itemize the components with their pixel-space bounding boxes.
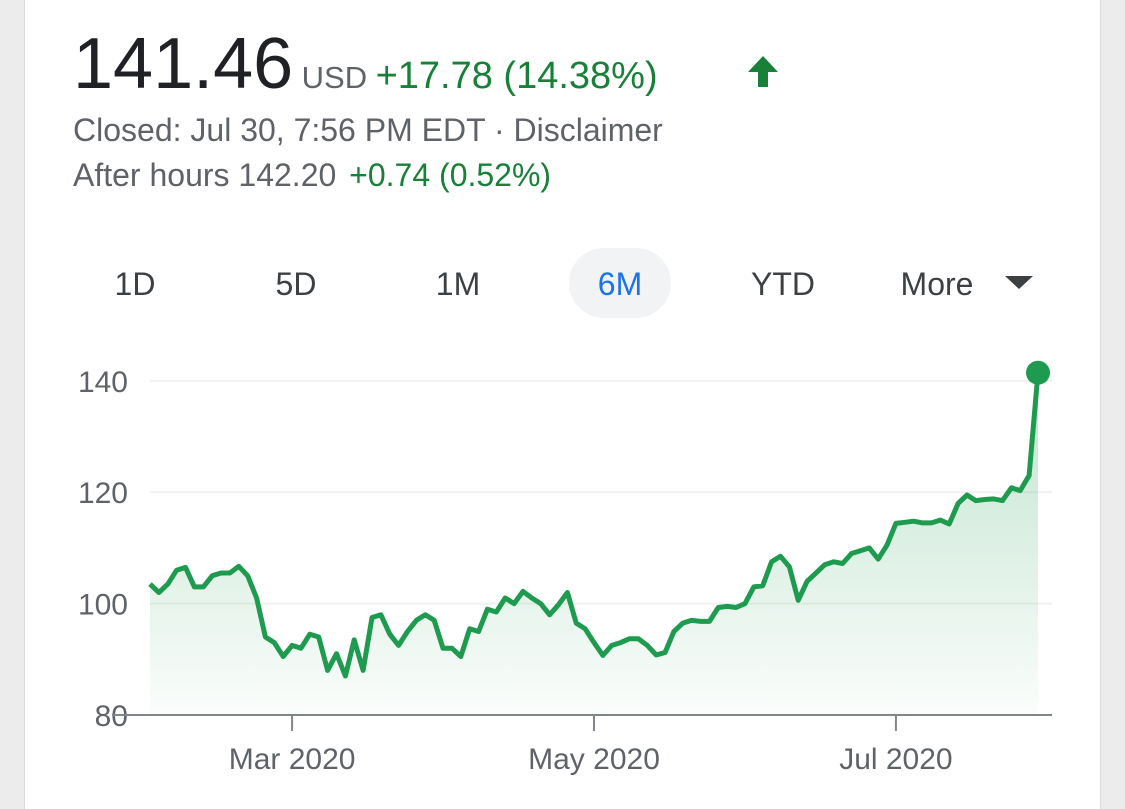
x-tick-label: Jul 2020 bbox=[839, 743, 952, 776]
range-tab[interactable]: More bbox=[901, 266, 974, 302]
after-hours-change: +0.74 (0.52%) bbox=[349, 157, 551, 193]
status-line: Closed: Jul 30, 7:56 PM EDT · Disclaimer bbox=[73, 112, 663, 148]
range-tab[interactable]: 5D bbox=[276, 266, 317, 302]
more-dropdown-arrow bbox=[1005, 276, 1033, 289]
range-tab[interactable]: 6M bbox=[598, 266, 642, 302]
y-tick-label: 100 bbox=[78, 589, 128, 622]
y-tick-label: 80 bbox=[95, 700, 128, 733]
x-tick-label: Mar 2020 bbox=[229, 743, 356, 776]
range-tab[interactable]: YTD bbox=[751, 266, 815, 302]
closed-time: Closed: Jul 30, 7:56 PM EDT bbox=[73, 112, 485, 148]
separator: · bbox=[494, 112, 505, 148]
range-tab[interactable]: 1D bbox=[115, 266, 156, 302]
active-tab-pill bbox=[569, 248, 671, 318]
up-arrow bbox=[748, 56, 778, 87]
disclaimer-link[interactable]: Disclaimer bbox=[513, 112, 663, 148]
range-tabs: 1D 5D 1M 6M YTD More bbox=[115, 248, 1033, 318]
y-tick-label: 120 bbox=[78, 477, 128, 510]
x-tick-label: May 2020 bbox=[528, 743, 660, 776]
price-change: +17.78 (14.38%) bbox=[376, 55, 658, 97]
y-tick-label: 140 bbox=[78, 366, 128, 399]
after-hours-price: 142.20 bbox=[238, 157, 336, 193]
price-line: 141.46 USD +17.78 (14.38%) bbox=[73, 24, 658, 104]
after-hours-line: After hours 142.20 +0.74 (0.52%) bbox=[73, 157, 551, 193]
currency: USD bbox=[302, 60, 367, 95]
price-line bbox=[148, 372, 1041, 679]
after-hours-label: After hours bbox=[73, 157, 230, 193]
range-tab[interactable]: 1M bbox=[436, 266, 480, 302]
chart: 80 100 120 140 Mar 2020 May 2020 Jul 2020 bbox=[78, 360, 1052, 776]
price: 141.46 bbox=[73, 24, 293, 104]
last-point bbox=[1026, 360, 1050, 385]
